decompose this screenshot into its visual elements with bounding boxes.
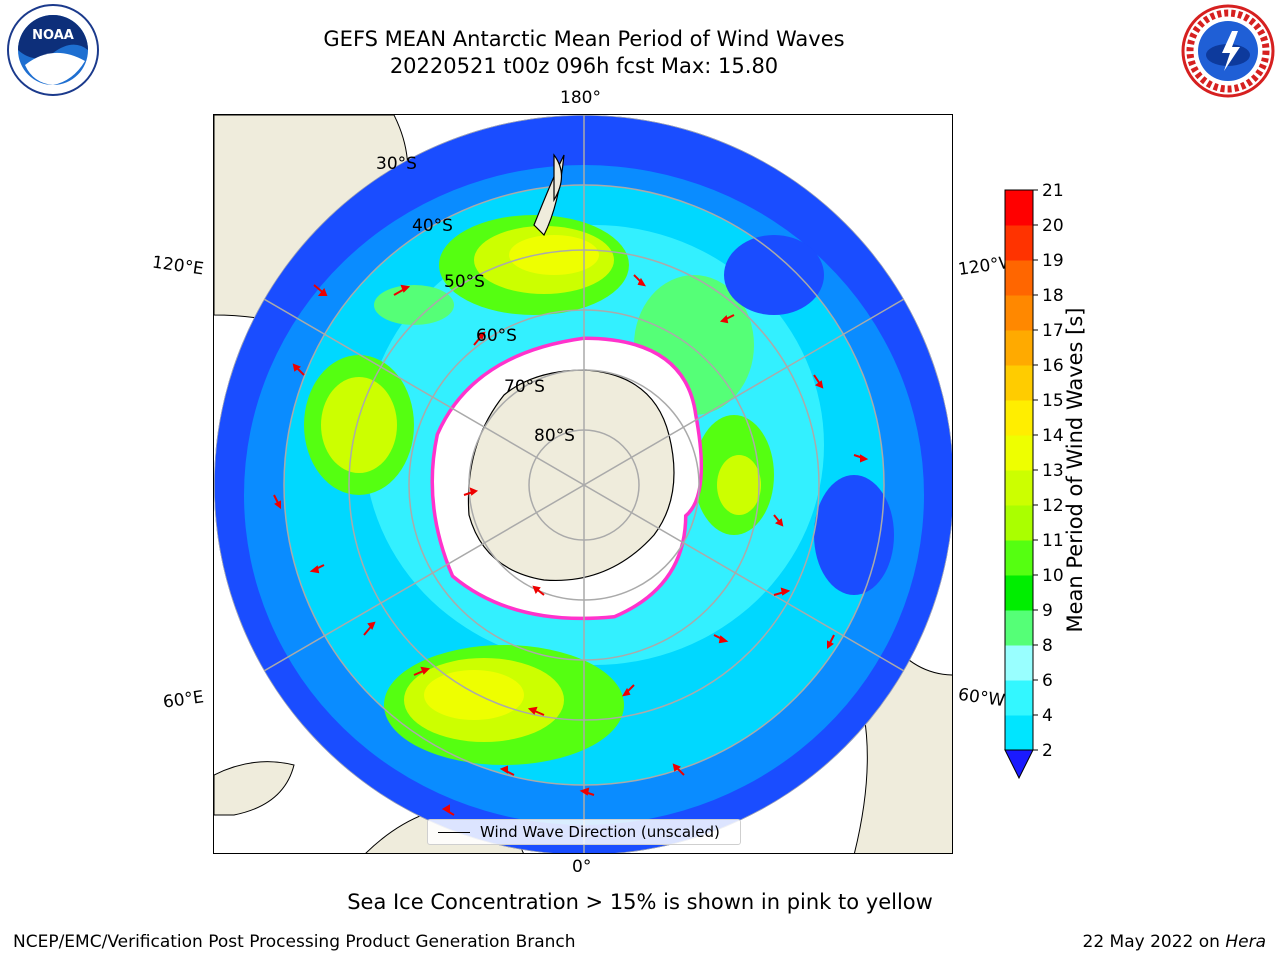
lon-label-180: 180° (560, 88, 601, 108)
colorbar-segment (1005, 470, 1033, 506)
svg-text:NOAA: NOAA (32, 28, 74, 43)
colorbar-segment (1005, 715, 1033, 751)
colorbar-tick-label: 4 (1042, 706, 1053, 726)
antarctica (430, 336, 704, 621)
lon-label-0: 0° (572, 857, 592, 877)
noaa-logo: NOAA (7, 4, 99, 96)
colorbar-tick-label: 21 (1042, 181, 1064, 201)
run-date: 22 May 2022 on Hera (1083, 932, 1267, 952)
lon-label-60e: 60°E (161, 687, 206, 713)
lat-label-80s: 80°S (534, 426, 575, 446)
colorbar: 2 4 6 8 9 10 11 12 13 14 15 16 17 18 19 20 21 (1004, 181, 1064, 780)
lat-label-60s: 60°S (476, 326, 517, 346)
run-host: Hera (1225, 932, 1266, 952)
colorbar-under-arrow (1004, 749, 1034, 780)
credit-line: NCEP/EMC/Verification Post Processing Pr… (13, 932, 576, 952)
lat-label-70s: 70°S (504, 377, 545, 397)
colorbar-segment (1005, 365, 1033, 401)
map-canvas: 30°S 40°S 50°S 60°S 70°S 80°S (214, 115, 952, 853)
colorbar-segment (1005, 190, 1033, 226)
colorbar-segment (1005, 575, 1033, 611)
colorbar-tick-label: 15 (1042, 391, 1064, 411)
colorbar-segment (1005, 330, 1033, 366)
colorbar-tick-label: 14 (1042, 426, 1064, 446)
colorbar-segment (1005, 400, 1033, 436)
colorbar-segment (1005, 225, 1033, 261)
colorbar-label: Mean Period of Wind Waves [s] (1063, 307, 1087, 633)
run-date-text: 22 May 2022 on (1082, 932, 1226, 952)
colorbar-segment (1005, 680, 1033, 716)
lon-label-120e: 120°E (150, 252, 205, 280)
colorbar-tick-label: 10 (1042, 566, 1064, 586)
ocean-field (214, 115, 952, 853)
legend-line-swatch (438, 831, 470, 833)
colorbar-tick-label: 8 (1042, 636, 1053, 656)
lat-label-50s: 50°S (444, 272, 485, 292)
map-legend: Wind Wave Direction (unscaled) (427, 819, 741, 845)
colorbar-tick-label: 20 (1042, 216, 1064, 236)
colorbar-segment (1005, 260, 1033, 296)
colorbar-tick-label: 19 (1042, 251, 1064, 271)
chart-title: GEFS MEAN Antarctic Mean Period of Wind … (234, 26, 934, 80)
map-frame: 30°S 40°S 50°S 60°S 70°S 80°S (213, 114, 953, 854)
colorbar-segment (1005, 505, 1033, 541)
colorbar-tick-label: 6 (1042, 671, 1053, 691)
colorbar-segment (1005, 435, 1033, 471)
colorbar-segment (1005, 295, 1033, 331)
colorbar-tick-label: 12 (1042, 496, 1064, 516)
colorbar-tick-label: 11 (1042, 531, 1064, 551)
wind-arrows (273, 274, 869, 816)
colorbar-tick-label: 9 (1042, 601, 1053, 621)
colorbar-segment (1005, 540, 1033, 576)
lat-labels: 30°S 40°S 50°S 60°S 70°S 80°S (376, 154, 575, 446)
colorbar-tick-label: 17 (1042, 321, 1064, 341)
lat-label-40s: 40°S (412, 216, 453, 236)
colorbar-segment (1005, 645, 1033, 681)
graticule (214, 115, 952, 853)
title-line-2: 20220521 t00z 096h fcst Max: 15.80 (389, 54, 779, 78)
title-line-1: GEFS MEAN Antarctic Mean Period of Wind … (323, 27, 845, 51)
colorbar-tick-label: 13 (1042, 461, 1064, 481)
colorbar-tick-label: 16 (1042, 356, 1064, 376)
legend-label: Wind Wave Direction (unscaled) (480, 823, 720, 841)
lat-label-30s: 30°S (376, 154, 417, 174)
colorbar-segment (1005, 610, 1033, 646)
nws-logo (1181, 4, 1275, 98)
sea-ice-note: Sea Ice Concentration > 15% is shown in … (347, 890, 933, 914)
coastlines (533, 153, 565, 237)
colorbar-tick-label: 18 (1042, 286, 1064, 306)
colorbar-tick-label: 2 (1042, 741, 1053, 761)
